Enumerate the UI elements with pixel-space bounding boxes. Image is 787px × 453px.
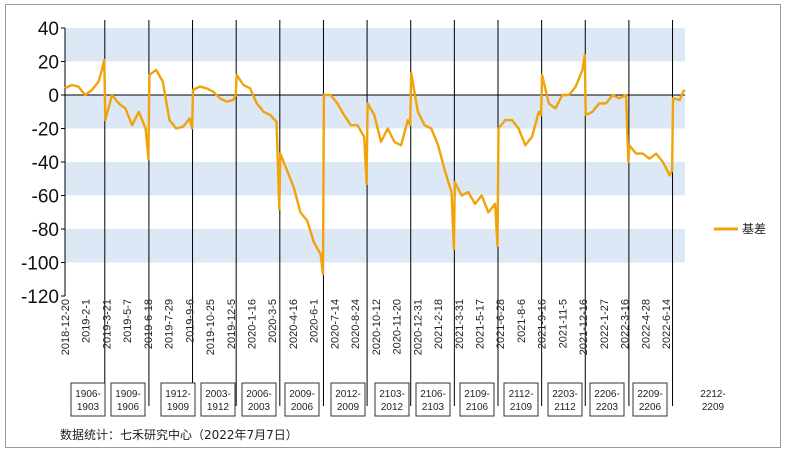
contract-label: 2203 <box>596 402 619 413</box>
contract-box <box>547 382 583 417</box>
contract-box <box>200 382 236 417</box>
y-tick-label: -20 <box>32 120 59 141</box>
x-tick-label: 2021-11-5 <box>557 299 569 348</box>
x-tick-label: 2021-2-18 <box>433 299 445 349</box>
contract-label: 2106 <box>466 402 489 413</box>
contract-box <box>160 382 196 417</box>
contract-label: 2006 <box>291 402 314 413</box>
contract-label: 1903 <box>77 402 100 413</box>
y-tick-label: -120 <box>21 287 59 308</box>
x-tick-label: 2020-12-31 <box>412 299 424 355</box>
contract-label: 2206- <box>594 389 620 400</box>
contract-label: 2109 <box>510 402 533 413</box>
x-tick-label: 2019-2-1 <box>81 299 93 343</box>
contract-box <box>374 382 410 417</box>
contract-box <box>589 382 625 417</box>
legend-label: 基差 <box>742 222 766 236</box>
contract-label: 2003- <box>205 389 231 400</box>
x-tick-label: 2021-8-6 <box>516 299 528 343</box>
x-tick-label: 2022-4-28 <box>640 299 652 349</box>
x-tick-label: 2019-12-5 <box>226 299 238 349</box>
contract-label: 2006- <box>246 389 272 400</box>
contract-label: 2009 <box>337 402 360 413</box>
y-tick-label: -60 <box>32 187 59 208</box>
contract-box <box>110 382 146 417</box>
y-tick-label: -100 <box>21 254 59 275</box>
x-tick-label: 2019-5-7 <box>122 299 134 343</box>
contract-box <box>241 382 277 417</box>
contract-label: 1912 <box>207 402 230 413</box>
contract-label: 2109- <box>464 389 490 400</box>
x-tick-label: 2022-3-16 <box>620 299 632 349</box>
source-note: 数据统计：七禾研究中心（2022年7月7日） <box>60 428 298 442</box>
x-tick-label: 2020-8-24 <box>350 299 362 349</box>
contract-label: 2112- <box>509 389 534 400</box>
y-tick-label: 20 <box>38 53 59 74</box>
x-tick-label: 2021-9-16 <box>537 299 549 349</box>
x-tick-label: 2020-7-14 <box>329 299 341 349</box>
x-tick-label: 2018-12-20 <box>60 299 72 355</box>
contract-label: 2103- <box>379 389 405 400</box>
contract-label: 2103 <box>422 402 445 413</box>
contract-label: 1909- <box>115 389 141 400</box>
x-tick-label: 2020-10-12 <box>371 299 383 355</box>
contract-label: 2203- <box>552 389 578 400</box>
contract-label: 1912- <box>165 389 191 400</box>
contract-label: 2106- <box>420 389 446 400</box>
contract-label: 2212- <box>700 389 726 400</box>
y-tick-label: 0 <box>48 86 59 107</box>
y-tick-label: 40 <box>38 19 59 40</box>
x-tick-label: 2021-3-31 <box>454 299 466 349</box>
contract-label: 2003 <box>248 402 271 413</box>
contract-box <box>330 382 366 417</box>
x-tick-label: 2022-1-27 <box>599 299 611 349</box>
x-tick-label: 2019-9-6 <box>184 299 196 343</box>
x-tick-label: 2020-3-5 <box>267 299 279 343</box>
series-line-basis <box>64 53 686 276</box>
x-tick-label: 2019-10-25 <box>205 299 217 355</box>
x-tick-label: 2021-5-17 <box>474 299 486 349</box>
band <box>65 229 685 263</box>
y-tick-label: -40 <box>32 153 59 174</box>
contract-label: 2112 <box>554 402 576 413</box>
contract-label: 2209- <box>637 389 663 400</box>
contract-box <box>284 382 320 417</box>
contract-label: 2209 <box>702 402 725 413</box>
contract-box <box>70 382 106 417</box>
x-tick-label: 2022-6-14 <box>661 299 673 349</box>
x-tick-label: 2021-6-28 <box>495 299 507 349</box>
contract-label: 1906- <box>75 389 101 400</box>
band <box>65 28 685 62</box>
x-tick-label: 2019-6-18 <box>143 299 155 349</box>
x-tick-label: 2021-12-16 <box>578 299 590 355</box>
contract-label: 2012 <box>381 402 404 413</box>
contract-box <box>415 382 451 417</box>
x-tick-label: 2020-11-20 <box>392 299 404 354</box>
chart-frame <box>5 4 781 448</box>
contract-box <box>632 382 668 417</box>
x-tick-label: 2020-6-1 <box>309 299 321 343</box>
contract-label: 2012- <box>335 389 361 400</box>
contract-box <box>503 382 539 417</box>
contract-box <box>459 382 495 417</box>
contract-label: 2009- <box>289 389 315 400</box>
contract-label: 1909 <box>167 402 190 413</box>
x-tick-label: 2020-1-16 <box>247 299 259 349</box>
contract-label: 1906 <box>117 402 140 413</box>
x-tick-label: 2019-7-29 <box>164 299 176 349</box>
x-tick-label: 2020-4-16 <box>288 299 300 349</box>
x-tick-label: 2019-3-21 <box>101 299 113 349</box>
contract-label: 2206 <box>639 402 662 413</box>
y-tick-label: -80 <box>32 220 59 241</box>
band <box>65 162 685 196</box>
